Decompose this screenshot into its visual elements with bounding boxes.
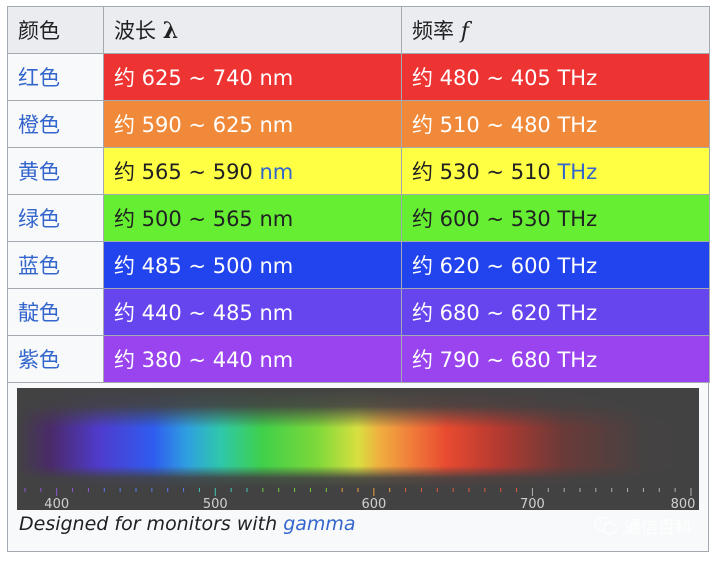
- wavelength-cell: 约 590 ~ 625 nm: [103, 100, 402, 148]
- frequency-cell: 约 600 ~ 530 THz: [401, 194, 710, 242]
- color-name-link[interactable]: 蓝色: [7, 241, 104, 289]
- spectrum-tick-labels: 400 500 600 700 800: [44, 497, 695, 510]
- spectrum-tick-label: 700: [520, 497, 545, 510]
- table-row: 橙色 约 590 ~ 625 nm 约 510 ~ 480 THz: [7, 100, 710, 148]
- frequency-cell: 约 790 ~ 680 THz: [401, 335, 710, 383]
- wavelength-cell: 约 485 ~ 500 nm: [103, 241, 402, 289]
- spectrum-fade: [17, 388, 699, 488]
- spectrum-tick-label: 500: [203, 497, 228, 510]
- wavelength-cell: 约 565 ~ 590 nm: [103, 147, 402, 195]
- color-name-link[interactable]: 紫色: [7, 335, 104, 383]
- table-row: 靛色 约 440 ~ 485 nm 约 680 ~ 620 THz: [7, 288, 710, 336]
- frequency-cell: 约 620 ~ 600 THz: [401, 241, 710, 289]
- header-color: 颜色: [7, 6, 104, 54]
- spectrum-tick-label: 800: [671, 497, 696, 510]
- frequency-symbol: f: [460, 19, 469, 44]
- frequency-cell: 约 680 ~ 620 THz: [401, 288, 710, 336]
- spectrum-tick-label: 400: [44, 497, 69, 510]
- wechat-icon: [594, 516, 618, 534]
- frequency-cell: 约 480 ~ 405 THz: [401, 53, 710, 101]
- gamma-link[interactable]: gamma: [283, 513, 356, 535]
- spectrum-figure: 400 500 600 700 800 Designed for monitors wi…: [7, 383, 709, 552]
- nm-link[interactable]: nm: [259, 160, 294, 184]
- color-name-link[interactable]: 黄色: [7, 147, 104, 195]
- table-row: 蓝色 约 485 ~ 500 nm 约 620 ~ 600 THz: [7, 241, 710, 289]
- color-name-link[interactable]: 橙色: [7, 100, 104, 148]
- table-row: 黄色 约 565 ~ 590 nm 约 530 ~ 510 THz: [7, 147, 710, 195]
- header-wavelength: 波长 λ: [103, 6, 402, 54]
- spectrum-ticks: [24, 488, 692, 496]
- header-frequency: 频率 f: [401, 6, 710, 54]
- table-row: 红色 约 625 ~ 740 nm 约 480 ~ 405 THz: [7, 53, 710, 101]
- color-name-link[interactable]: 红色: [7, 53, 104, 101]
- table-header-row: 颜色 波长 λ 频率 f: [7, 6, 710, 54]
- wavelength-cell: 约 625 ~ 740 nm: [103, 53, 402, 101]
- color-wavelength-table: 颜色 波长 λ 频率 f 红色 约 625 ~ 740 nm 约 480 ~ 4…: [7, 6, 710, 383]
- wavelength-cell: 约 440 ~ 485 nm: [103, 288, 402, 336]
- color-name-link[interactable]: 绿色: [7, 194, 104, 242]
- spectrum-caption: Designed for monitors with gamma: [19, 513, 356, 535]
- color-name-link[interactable]: 靛色: [7, 288, 104, 336]
- color-wavelength-table-container: 颜色 波长 λ 频率 f 红色 约 625 ~ 740 nm 约 480 ~ 4…: [7, 6, 710, 552]
- watermark-text: 通信百科: [624, 518, 692, 538]
- table-row: 绿色 约 500 ~ 565 nm 约 600 ~ 530 THz: [7, 194, 710, 242]
- spectrum-tick-label: 600: [361, 497, 386, 510]
- lambda-symbol: λ: [162, 18, 179, 44]
- frequency-cell: 约 530 ~ 510 THz: [401, 147, 710, 195]
- thz-link[interactable]: THz: [557, 160, 598, 184]
- watermark: 通信百科: [594, 513, 692, 538]
- visible-spectrum-image: 400 500 600 700 800: [17, 388, 699, 510]
- wavelength-cell: 约 380 ~ 440 nm: [103, 335, 402, 383]
- table-row: 紫色 约 380 ~ 440 nm 约 790 ~ 680 THz: [7, 335, 710, 383]
- wavelength-cell: 约 500 ~ 565 nm: [103, 194, 402, 242]
- frequency-cell: 约 510 ~ 480 THz: [401, 100, 710, 148]
